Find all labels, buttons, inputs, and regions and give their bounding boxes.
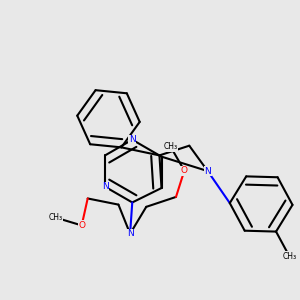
Text: N: N — [204, 167, 211, 176]
Text: CH₃: CH₃ — [164, 142, 178, 151]
Text: O: O — [181, 166, 188, 175]
Text: O: O — [78, 221, 85, 230]
Text: CH₃: CH₃ — [282, 252, 296, 261]
Text: CH₃: CH₃ — [48, 213, 62, 222]
Text: N: N — [127, 229, 134, 238]
Text: N: N — [102, 182, 109, 191]
Text: N: N — [129, 135, 136, 144]
